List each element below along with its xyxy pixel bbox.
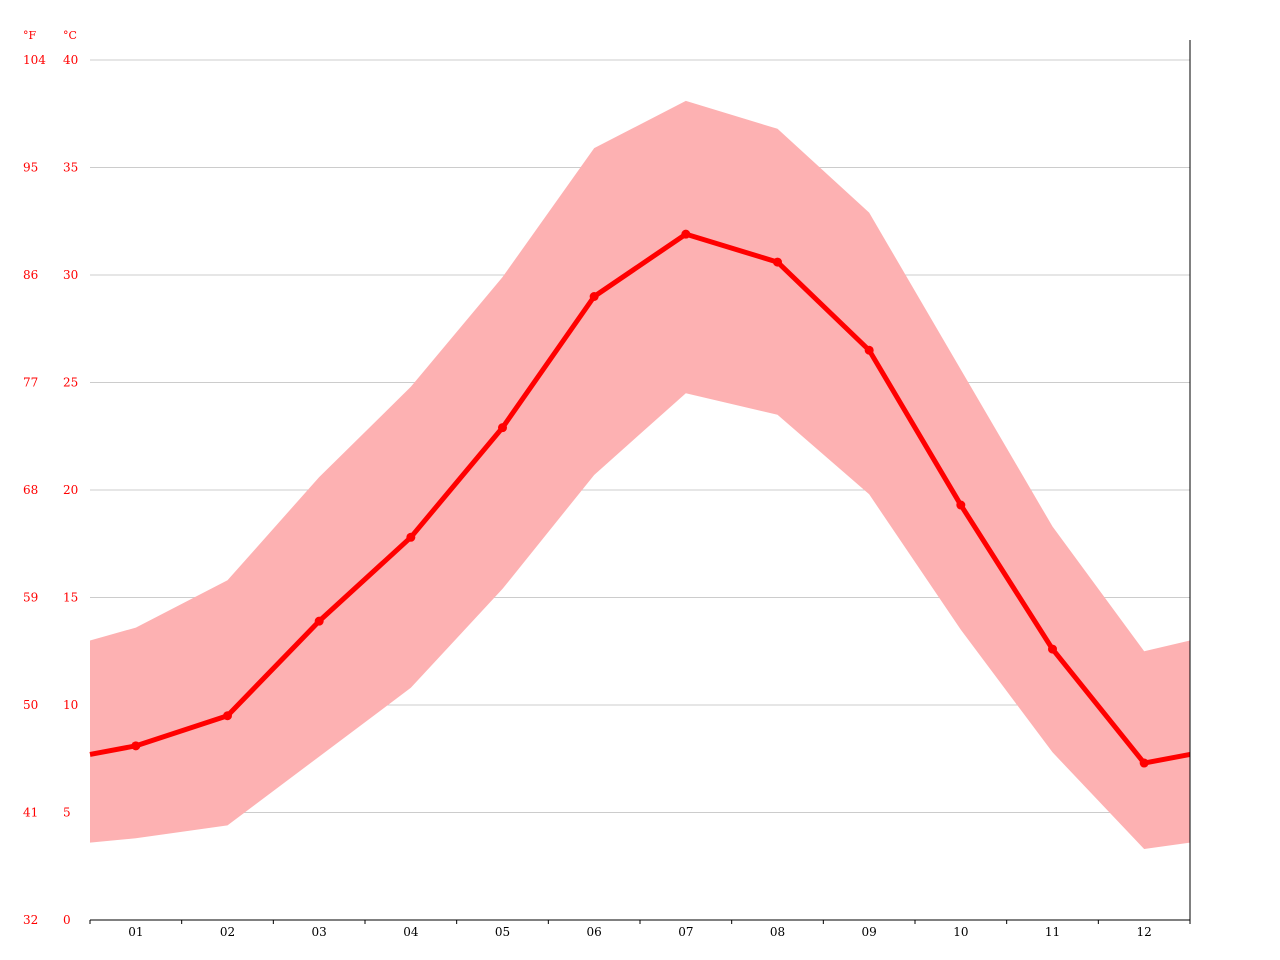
data-point-05 [498, 423, 507, 433]
mean-temperature-line [89, 231, 1191, 766]
data-point-03 [314, 616, 324, 626]
x-tick-label-08: 08 [770, 925, 785, 939]
fahrenheit-unit-label: °F [23, 29, 37, 42]
data-point-09 [864, 345, 874, 355]
data-points [131, 229, 1149, 768]
y-tick-f-label: 86 [23, 268, 38, 282]
data-point-04 [406, 532, 416, 542]
y-tick-c-label: 0 [63, 913, 71, 927]
data-point-11 [1048, 644, 1057, 654]
y-tick-c-label: 35 [63, 161, 78, 175]
y-tick-c-label: 25 [63, 376, 78, 390]
y-tick-c-label: 40 [63, 53, 78, 67]
y-tick-c-label: 30 [63, 268, 78, 282]
x-tick-label-05: 05 [495, 925, 510, 939]
x-tick-label-03: 03 [312, 925, 327, 939]
y-tick-f-label: 104 [23, 53, 46, 67]
data-point-06 [589, 292, 599, 301]
x-tick-label-09: 09 [862, 925, 877, 939]
data-point-02 [223, 711, 232, 721]
data-point-08 [773, 257, 782, 267]
data-point-12 [1139, 758, 1149, 768]
x-tick-label-07: 07 [678, 925, 693, 939]
x-axis: 01 02 03 04 05 06 07 08 09 10 11 12 [89, 919, 1191, 939]
y-tick-f-label: 59 [23, 591, 38, 605]
data-point-01 [131, 741, 141, 751]
x-tick-label-04: 04 [403, 925, 419, 939]
y-tick-f-label: 68 [23, 483, 38, 497]
y-tick-c-label: 20 [63, 483, 78, 497]
celsius-unit-label: °C [63, 29, 77, 42]
data-point-07 [681, 229, 691, 239]
y-tick-f-label: 95 [23, 161, 38, 175]
y-tick-f-label: 77 [23, 376, 38, 390]
y-tick-f-label: 50 [23, 698, 38, 712]
y-tick-f-label: 32 [23, 913, 38, 927]
x-tick-label-06: 06 [587, 925, 602, 939]
y-axis-labels: 32 0 41 5 50 10 59 15 68 20 77 25 86 30 95 35 104 40 [23, 53, 78, 927]
temperature-range-band [90, 100, 1190, 850]
y-tick-f-label: 41 [23, 806, 38, 820]
y-tick-c-label: 10 [63, 698, 78, 712]
x-tick-label-02: 02 [220, 925, 235, 939]
y-tick-c-label: 15 [63, 591, 78, 605]
x-tick-label-11: 11 [1045, 925, 1060, 939]
data-point-10 [956, 500, 966, 510]
x-tick-label-12: 12 [1137, 925, 1152, 939]
x-tick-label-10: 10 [953, 925, 968, 939]
x-tick-label-01: 01 [128, 925, 143, 939]
y-tick-c-label: 5 [63, 806, 71, 820]
